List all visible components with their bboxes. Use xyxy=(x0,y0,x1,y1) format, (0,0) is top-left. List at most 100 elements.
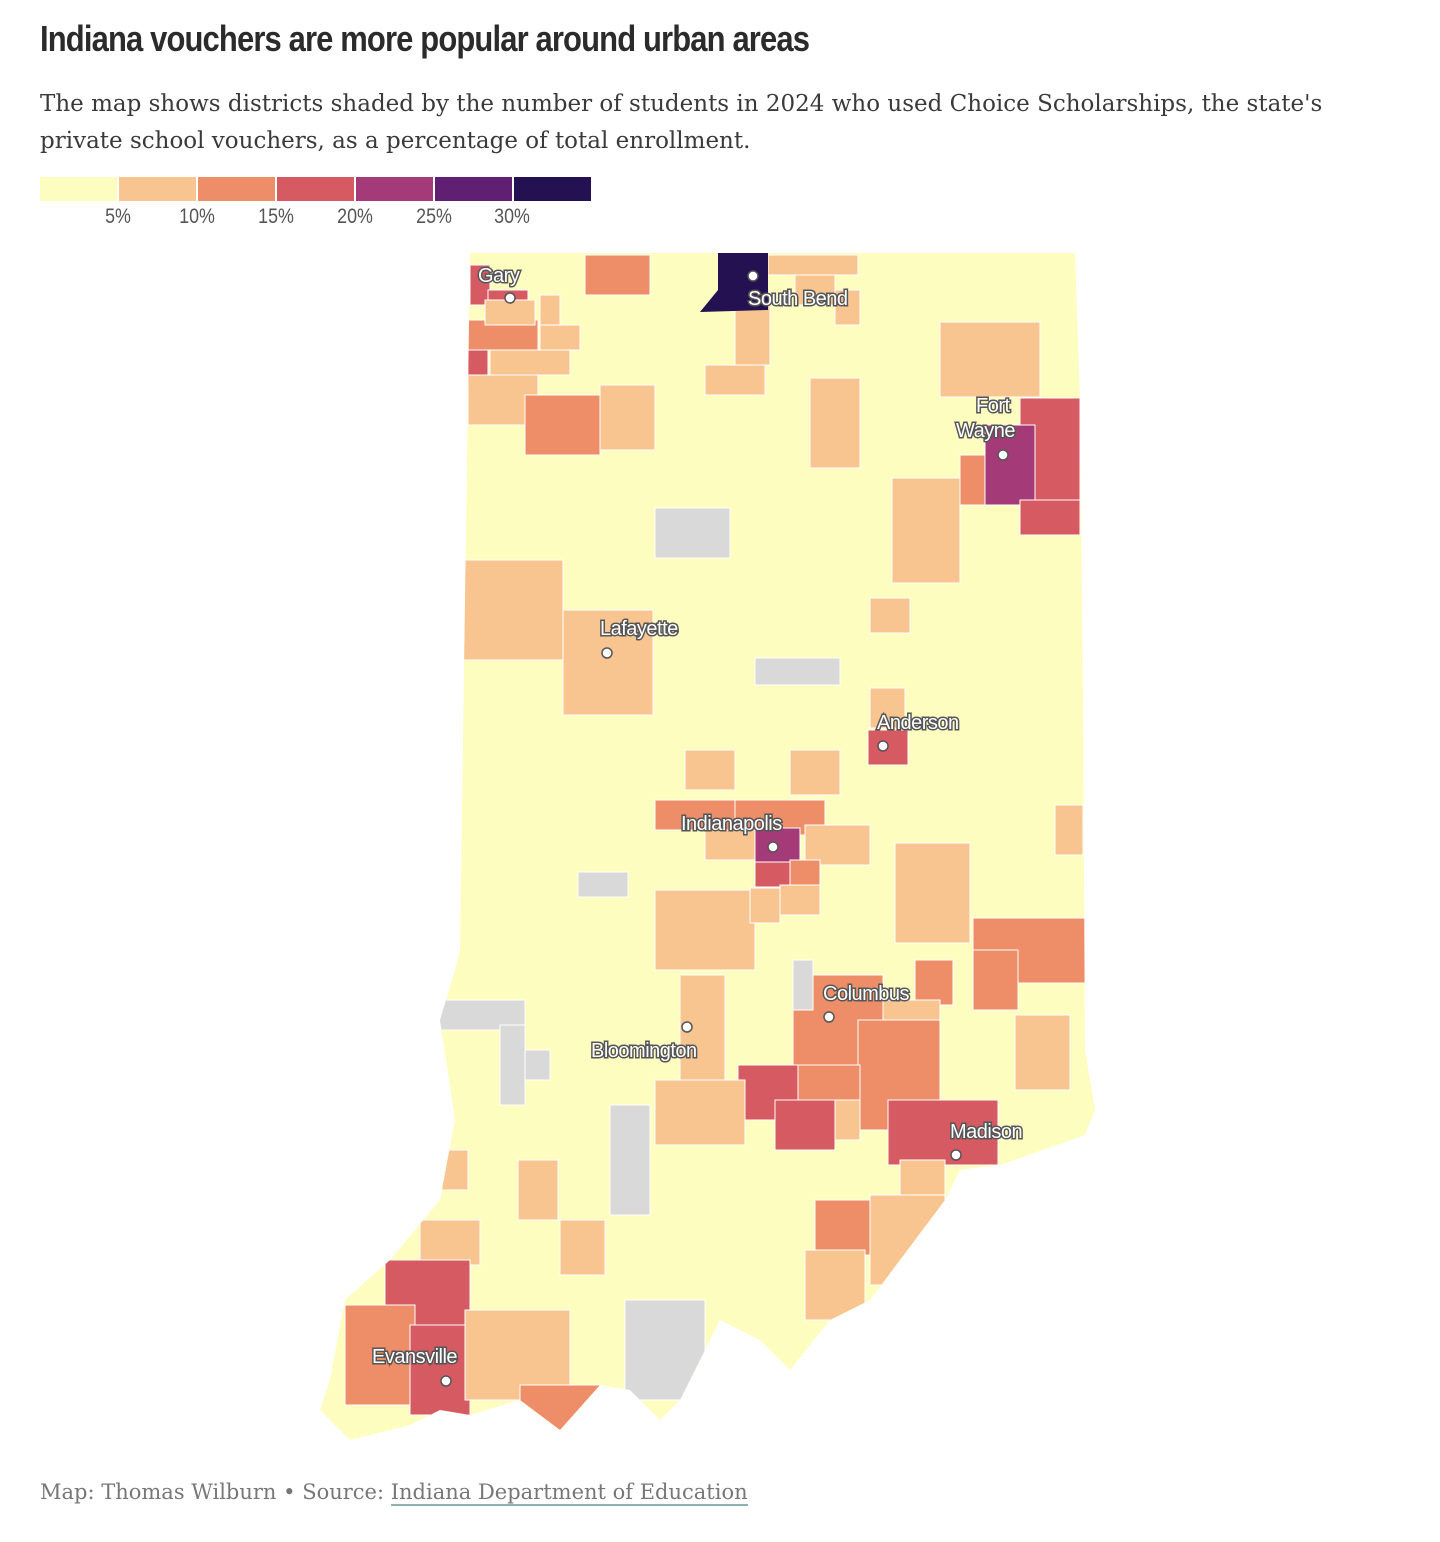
city-label: Bloomington xyxy=(591,1040,697,1062)
credit: Map: Thomas Wilburn • Source: xyxy=(40,1480,391,1504)
district xyxy=(469,264,491,306)
district xyxy=(767,254,859,276)
district xyxy=(734,299,771,366)
district xyxy=(894,842,971,944)
legend-label: 30% xyxy=(494,205,530,228)
city-label: Lafayette xyxy=(600,618,678,640)
city-dot xyxy=(950,1149,962,1161)
district xyxy=(972,949,1019,1011)
city-label: Evansville xyxy=(372,1346,457,1368)
district xyxy=(869,1194,946,1286)
district xyxy=(419,1219,481,1266)
district xyxy=(1019,499,1081,536)
footer: Map: Thomas Wilburn • Source: Indiana De… xyxy=(40,1480,748,1506)
legend-swatch xyxy=(198,177,275,201)
district xyxy=(654,799,736,831)
district xyxy=(867,729,909,766)
city-label: Columbus xyxy=(823,983,910,1005)
district xyxy=(959,454,986,506)
city-dot xyxy=(601,647,613,659)
legend-label: 5% xyxy=(105,205,131,228)
district xyxy=(684,749,736,791)
district xyxy=(539,294,561,326)
legend-swatch xyxy=(277,177,354,201)
district xyxy=(1054,804,1084,856)
district xyxy=(914,959,954,1006)
district xyxy=(409,1324,471,1416)
district xyxy=(584,254,651,296)
city-dot xyxy=(877,740,889,752)
district-no-data xyxy=(609,1104,651,1216)
district xyxy=(939,321,1041,398)
legend-swatch xyxy=(514,177,591,201)
legend-swatch xyxy=(356,177,433,201)
city-label: Gary xyxy=(478,265,520,287)
district-no-data xyxy=(624,1299,706,1401)
district xyxy=(489,349,571,376)
district xyxy=(1014,1014,1071,1091)
district-no-data xyxy=(654,507,731,559)
district xyxy=(891,477,961,584)
legend-label: 15% xyxy=(258,205,294,228)
district xyxy=(462,559,564,661)
district xyxy=(774,1099,836,1151)
district xyxy=(834,289,861,326)
district xyxy=(789,749,841,796)
district xyxy=(517,1159,559,1221)
city-label: Fort Wayne xyxy=(956,395,1015,442)
legend-label: 25% xyxy=(416,205,452,228)
district xyxy=(809,377,861,469)
district xyxy=(984,424,1036,506)
city-dot xyxy=(823,1011,835,1023)
district xyxy=(654,1079,746,1146)
city-dot xyxy=(681,1021,693,1033)
city-dot xyxy=(997,449,1009,461)
district xyxy=(704,829,756,861)
city-label: Anderson xyxy=(877,712,959,734)
district xyxy=(344,1304,416,1406)
district xyxy=(704,364,766,396)
legend-swatch xyxy=(119,177,196,201)
legend-swatch xyxy=(435,177,512,201)
district xyxy=(789,859,821,886)
district xyxy=(539,324,581,351)
page-title: Indiana vouchers are more popular around… xyxy=(40,18,810,59)
city-label: South Bend xyxy=(748,288,848,310)
subtitle: The map shows districts shaded by the nu… xyxy=(40,91,1323,154)
district xyxy=(559,1219,606,1276)
district xyxy=(484,299,536,326)
district xyxy=(804,1249,866,1321)
district xyxy=(519,1384,601,1431)
district-no-data xyxy=(792,959,814,1011)
district xyxy=(654,889,756,971)
district xyxy=(804,824,871,866)
legend-label: 20% xyxy=(337,205,373,228)
district xyxy=(467,349,489,376)
district-no-data xyxy=(524,1049,551,1081)
district-no-data xyxy=(499,1024,526,1106)
district xyxy=(869,687,906,729)
city-dot xyxy=(504,292,516,304)
district xyxy=(749,887,781,924)
district xyxy=(439,1149,469,1191)
source-link[interactable]: Indiana Department of Education xyxy=(390,1480,748,1506)
district xyxy=(899,1159,946,1201)
district xyxy=(869,597,911,634)
district-no-data xyxy=(754,657,841,686)
city-dot xyxy=(747,270,759,282)
legend-label: 10% xyxy=(179,205,215,228)
district xyxy=(794,274,836,306)
city-label: Indianapolis xyxy=(681,813,782,835)
city-label: Madison xyxy=(950,1121,1022,1143)
district xyxy=(834,1099,861,1141)
district xyxy=(887,1099,999,1166)
district xyxy=(599,384,656,451)
city-dot xyxy=(767,841,779,853)
legend-swatch xyxy=(40,177,117,201)
district xyxy=(524,394,601,456)
district-no-data xyxy=(577,871,629,898)
district xyxy=(700,253,768,312)
district xyxy=(779,884,821,916)
district xyxy=(754,861,791,888)
